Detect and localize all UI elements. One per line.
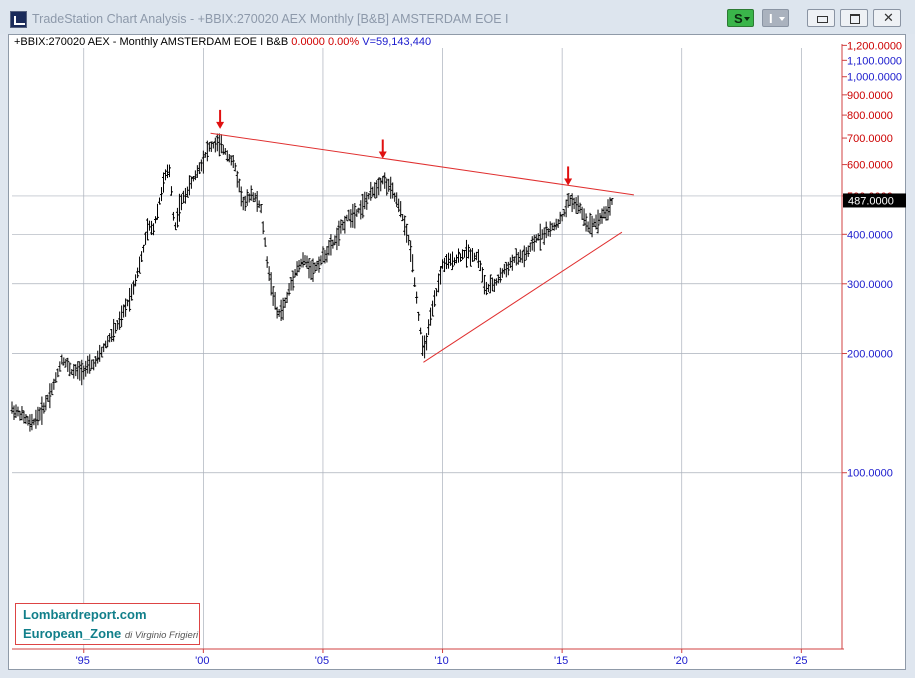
- watermark-zone: European_Zone di Virginio Frigieri: [23, 626, 198, 641]
- watermark-zone-text: European_Zone: [23, 626, 122, 641]
- indicator-button[interactable]: I: [762, 9, 789, 27]
- time-axis: '95 '00 '05 '10 '15 '20 '25: [76, 649, 808, 667]
- price-tick-label: 1,000.0000: [847, 72, 902, 84]
- maximize-button[interactable]: [840, 9, 868, 27]
- chevron-down-icon: [779, 17, 785, 21]
- close-button[interactable]: ✕: [873, 9, 901, 27]
- chevron-down-icon: [744, 17, 750, 21]
- time-tick-label: '05: [315, 655, 329, 667]
- time-tick-label: '10: [434, 655, 448, 667]
- symbol-info: +BBIX:270020 AEX - Monthly AMSTERDAM EOE…: [14, 36, 431, 48]
- watermark-site: Lombardreport.com: [23, 607, 147, 622]
- price-tick-label: 1,200.0000: [847, 40, 902, 52]
- grid: [12, 44, 844, 650]
- last-price-badge: [843, 193, 906, 208]
- indicator-button-label: I: [769, 11, 773, 26]
- marker-arrows: [216, 109, 573, 186]
- time-tick-label: '20: [674, 655, 688, 667]
- last-price-label: 487.0000: [848, 195, 894, 207]
- price-tick-label: 900.0000: [847, 90, 893, 102]
- arrow-down-icon: [216, 121, 225, 129]
- chart-area[interactable]: [8, 34, 906, 670]
- price-tick-label: 400.0000: [847, 229, 893, 241]
- strategy-button-label: S: [734, 11, 743, 26]
- symbol-label: +BBIX:270020 AEX - Monthly AMSTERDAM EOE…: [14, 36, 289, 48]
- minimize-button[interactable]: [807, 9, 835, 27]
- time-tick-label: '00: [195, 655, 209, 667]
- arrow-down-icon: [378, 151, 387, 159]
- price-tick-label: 200.0000: [847, 349, 893, 361]
- window-title: TradeStation Chart Analysis - +BBIX:2700…: [32, 12, 509, 26]
- strategy-button[interactable]: S: [727, 9, 754, 27]
- change-percent: 0.00%: [327, 36, 360, 48]
- volume-value: V=59,143,440: [362, 36, 432, 48]
- time-tick-label: '25: [793, 655, 807, 667]
- price-tick-label: 300.0000: [847, 279, 893, 291]
- time-tick-label: '15: [554, 655, 568, 667]
- time-tick-label: '95: [76, 655, 90, 667]
- app-icon: [10, 11, 27, 28]
- arrow-down-icon: [564, 178, 573, 186]
- change-value: 0.0000: [291, 36, 325, 48]
- title-bar[interactable]: TradeStation Chart Analysis - +BBIX:2700…: [0, 0, 915, 34]
- price-tick-label: 700.0000: [847, 133, 893, 145]
- trendlines: [210, 132, 634, 363]
- close-icon: ✕: [883, 10, 894, 25]
- price-tick-label: 800.0000: [847, 110, 893, 122]
- price-tick-label: 1,100.0000: [847, 55, 902, 67]
- price-tick-label: 100.0000: [847, 468, 893, 480]
- price-axis: 1,200.0000 1,100.0000 1,000.0000 900.0000 80…: [842, 40, 906, 480]
- watermark-box: Lombardreport.com European_Zone di Virgi…: [15, 603, 200, 645]
- trendline: [423, 231, 623, 363]
- price-bars: [10, 133, 614, 432]
- price-tick-label: 600.0000: [847, 160, 893, 172]
- watermark-author: di Virginio Frigieri: [124, 630, 199, 641]
- trendline: [210, 132, 634, 196]
